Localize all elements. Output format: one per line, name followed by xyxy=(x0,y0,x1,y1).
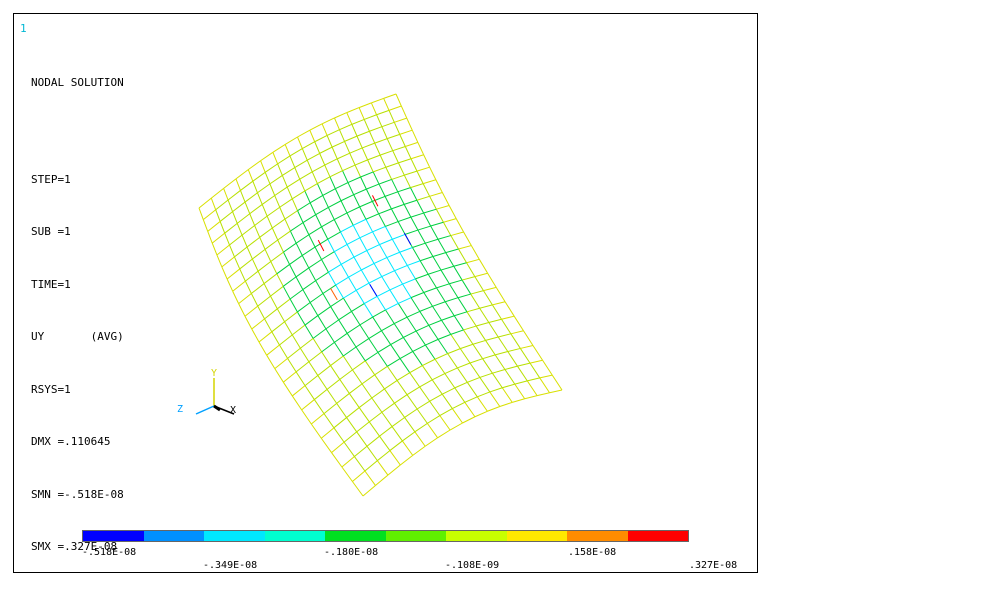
info-line-dmx: DMX =.110645 xyxy=(31,435,111,448)
legend-swatch xyxy=(143,531,204,541)
legend-swatch xyxy=(204,531,265,541)
legend-swatch xyxy=(385,531,446,541)
info-line-smn: SMN =-.518E-08 xyxy=(31,487,124,501)
legend-swatch xyxy=(83,531,144,541)
solution-info-panel: NODAL SOLUTION STEP=1 SUB =1 TIME=1 UY (… xyxy=(31,39,124,591)
info-line-sub: SUB =1 xyxy=(31,225,71,238)
legend-swatch xyxy=(567,531,628,541)
legend-label-bottom-3: .327E-08 xyxy=(689,560,738,571)
legend-swatch xyxy=(506,531,567,541)
info-title: NODAL SOLUTION xyxy=(31,76,124,89)
contour-legend-bar xyxy=(82,530,689,542)
info-line-rsys: RSYS=1 xyxy=(31,382,71,396)
legend-swatch xyxy=(446,531,507,541)
window-number: 1 xyxy=(20,22,27,35)
axis-triad-icon: Y X Z xyxy=(174,366,244,426)
legend-swatch xyxy=(325,531,386,541)
info-line-smx: SMX =.327E-08 xyxy=(31,540,118,553)
legend-label-top-1: -.518E-08 xyxy=(82,547,137,558)
deformed-mesh-plot xyxy=(198,93,563,497)
info-line-time: TIME=1 xyxy=(31,277,71,291)
legend-label-top-2: -.180E-08 xyxy=(324,547,379,558)
graphics-window[interactable]: 1 NODAL SOLUTION STEP=1 SUB =1 TIME=1 UY… xyxy=(13,13,758,573)
x-axis-label: X xyxy=(230,405,237,416)
legend-label-bottom-2: -.108E-09 xyxy=(445,560,500,571)
legend-label-bottom-1: -.349E-08 xyxy=(203,560,258,571)
z-axis-label: Z xyxy=(177,404,184,415)
legend-label-top-3: .158E-08 xyxy=(568,547,617,558)
y-axis-label: Y xyxy=(211,368,218,379)
info-line-item: UY (AVG) xyxy=(31,330,124,343)
legend-swatch xyxy=(264,531,325,541)
legend-swatch xyxy=(627,531,688,541)
info-line-step: STEP=1 xyxy=(31,172,71,186)
